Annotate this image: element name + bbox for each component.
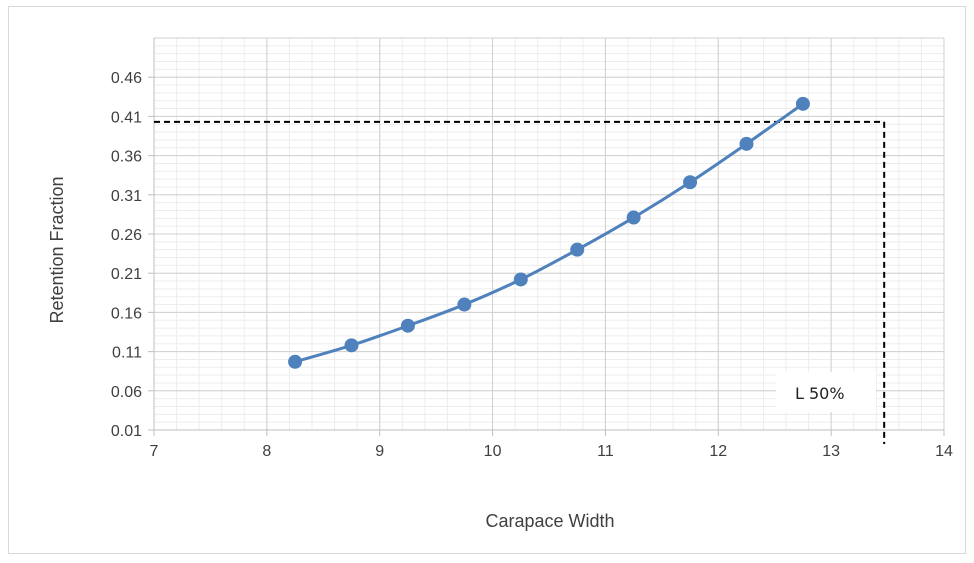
chart-frame bbox=[8, 6, 966, 554]
x-tick-label: 11 bbox=[597, 443, 614, 460]
axes bbox=[148, 38, 945, 436]
data-point bbox=[626, 210, 641, 225]
annotation-box bbox=[776, 372, 876, 412]
reference-lines bbox=[154, 120, 886, 444]
major-gridlines bbox=[153, 37, 945, 431]
y-tick-label: 0.16 bbox=[111, 305, 142, 322]
data-point bbox=[570, 242, 585, 257]
x-axis-title: Carapace Width bbox=[485, 511, 614, 531]
y-tick-label: 0.26 bbox=[111, 227, 142, 244]
y-tick-label: 0.06 bbox=[111, 384, 142, 401]
data-point bbox=[400, 318, 415, 333]
data-point bbox=[344, 338, 359, 353]
y-tick-label: 0.36 bbox=[111, 149, 142, 166]
data-point bbox=[513, 272, 528, 287]
series-layer bbox=[288, 96, 810, 369]
y-tick-label: 0.41 bbox=[111, 109, 142, 126]
y-axis-title: Retention Fraction bbox=[47, 176, 67, 323]
tick-labels: 7 8 9 10 11 12 13 14 0.01 0.06 0.11 0.16 0.21 0.26 0.3… bbox=[111, 70, 953, 460]
y-tick-label: 0.01 bbox=[111, 423, 142, 440]
x-tick-label: 13 bbox=[822, 443, 840, 460]
data-point bbox=[795, 96, 810, 111]
series-line bbox=[294, 102, 804, 364]
x-tick-label: 12 bbox=[709, 443, 727, 460]
x-tick-label: 8 bbox=[262, 443, 271, 460]
data-point bbox=[288, 354, 303, 369]
data-point bbox=[683, 175, 698, 190]
data-point bbox=[457, 297, 472, 312]
x-tick-label: 14 bbox=[935, 443, 953, 460]
x-tick-label: 10 bbox=[484, 443, 502, 460]
y-tick-label: 0.31 bbox=[111, 188, 142, 205]
x-tick-label: 9 bbox=[375, 443, 384, 460]
annotation-label: L 50% bbox=[795, 384, 845, 403]
y-tick-label: 0.46 bbox=[111, 70, 142, 87]
y-tick-label: 0.21 bbox=[111, 266, 142, 283]
data-point bbox=[739, 136, 754, 151]
x-tick-label: 7 bbox=[150, 443, 159, 460]
y-tick-label: 0.11 bbox=[112, 345, 142, 362]
